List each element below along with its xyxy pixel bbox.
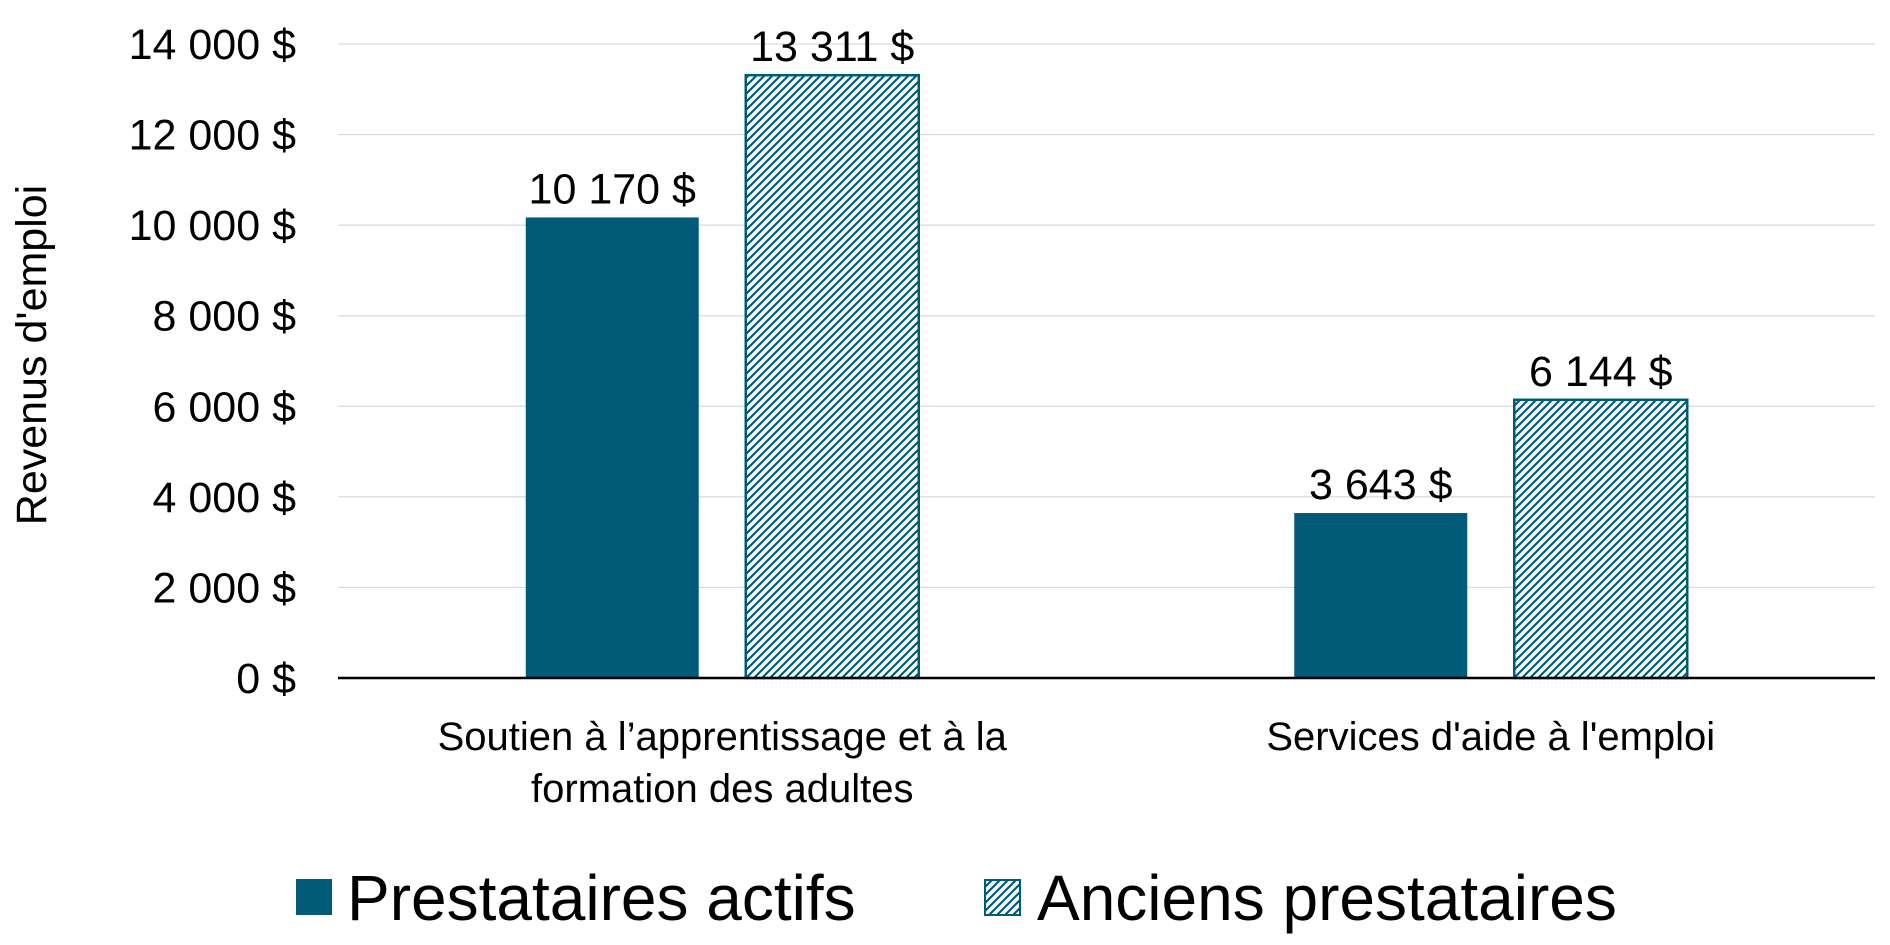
y-tick-label: 12 000 $ — [129, 112, 296, 160]
bar-actifs-1 — [525, 217, 699, 679]
y-axis-title: Revenus d'emploi — [8, 185, 56, 525]
y-tick-label: 0 $ — [236, 655, 296, 703]
y-tick-label: 2 000 $ — [153, 564, 297, 612]
category-label-line: Services d'aide à l'emploi — [1266, 715, 1715, 759]
bars — [525, 73, 1689, 680]
y-tick-label: 6 000 $ — [153, 383, 297, 431]
legend-swatch-prestataires-actifs — [296, 879, 332, 915]
y-tick-label: 8 000 $ — [153, 293, 297, 341]
data-label: 3 643 $ — [1309, 461, 1453, 509]
data-labels: 10 170 $ 13 311 $ 3 643 $ 6 144 $ — [529, 23, 1673, 509]
y-tick-label: 14 000 $ — [129, 21, 296, 69]
y-tick-label: 4 000 $ — [153, 474, 297, 522]
legend-swatch-anciens-prestataires — [984, 879, 1021, 916]
bar-anciens-2 — [1513, 398, 1689, 680]
category-label-line: Soutien à l’apprentissage et à la — [438, 715, 1008, 759]
category-label-line: formation des adultes — [531, 767, 913, 811]
y-tick-label: 10 000 $ — [129, 202, 296, 250]
data-label: 10 170 $ — [529, 165, 696, 213]
legend: Prestataires actifs Anciens prestataires — [296, 862, 1617, 934]
data-label: 13 311 $ — [750, 23, 914, 71]
y-axis-ticks: 0 $ 2 000 $ 4 000 $ 6 000 $ 8 000 $ 10 000 $ 1… — [129, 21, 296, 703]
legend-label-prestataires-actifs: Prestataires actifs — [347, 862, 856, 934]
category-labels: Soutien à l’apprentissage et à la formati… — [438, 715, 1716, 811]
bar-anciens-1 — [744, 73, 920, 680]
data-label: 6 144 $ — [1529, 348, 1673, 396]
legend-label-anciens-prestataires: Anciens prestataires — [1037, 862, 1617, 934]
bar-actifs-2 — [1294, 513, 1468, 678]
